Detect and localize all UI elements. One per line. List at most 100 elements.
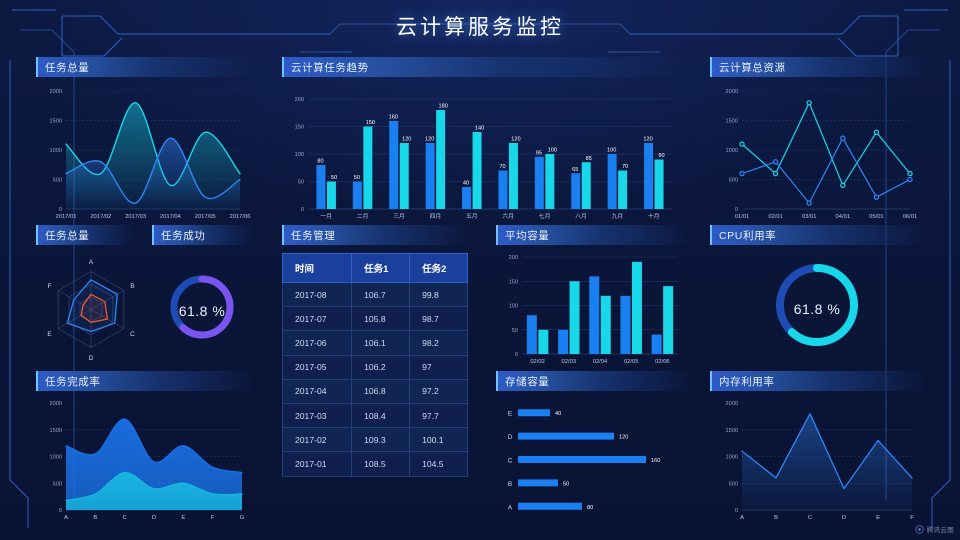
- table-cell: 106.8: [351, 378, 411, 404]
- table-cell: 105.8: [351, 306, 411, 332]
- data-point: [739, 170, 745, 177]
- table-cell: 2017-04: [281, 378, 353, 404]
- table-header-row: 时间 任务1 任务2: [281, 253, 468, 283]
- gauge-value-label: 61.8 %: [793, 301, 841, 317]
- panel-storage-capacity: 存储容量 E 40 D 120 C 160 B 50 A 80: [496, 371, 688, 526]
- chart-label: 120: [511, 137, 520, 143]
- panel-title: 云计算总资源: [719, 61, 786, 74]
- table-cell: 2017-08: [281, 281, 353, 308]
- chart-label: C: [508, 458, 513, 465]
- chart-label: 六月: [502, 212, 514, 220]
- chart-label: 500: [729, 178, 738, 184]
- data-point: [739, 141, 745, 147]
- chart-label: A: [89, 259, 94, 266]
- table-cell: 2017-03: [281, 402, 353, 429]
- panel-header: 任务成功: [152, 225, 252, 245]
- bar: [644, 143, 654, 209]
- bar: [518, 409, 550, 417]
- chart-label: 1500: [726, 428, 738, 434]
- chart-label: 120: [619, 435, 628, 441]
- chart-label: 140: [475, 126, 484, 132]
- line-series-cyan: [65, 471, 243, 502]
- data-point: [840, 182, 846, 189]
- chart-label: 02/01: [768, 214, 783, 220]
- chart-label: 120: [643, 137, 652, 143]
- page-title: 云计算服务监控: [396, 16, 564, 39]
- chart-label: 1500: [50, 428, 62, 434]
- chart-label: A: [508, 504, 513, 511]
- chart-label: 80: [317, 159, 323, 165]
- area-series-blue: [66, 138, 240, 209]
- chart-label: 八月: [575, 213, 587, 220]
- bar: [518, 479, 558, 487]
- panel-task-trend: 云计算任务趋势 0 50 100 150 200 80 50 一月 50 150 二月 160 120 三…: [282, 57, 682, 225]
- gauge-task-success: [170, 275, 234, 339]
- chart-label: 04/01: [836, 214, 851, 220]
- table-cell: 100.1: [409, 427, 468, 453]
- bar: [581, 162, 591, 209]
- chart-label: E: [508, 411, 512, 418]
- chart-label: 2017/04: [160, 214, 182, 220]
- chart-label: 2000: [726, 401, 738, 407]
- chart-label: 95: [536, 150, 542, 156]
- bar: [534, 156, 544, 209]
- chart-avg-capacity: 0 50 100 150 200 02/02 02/03 02/04 02/05 02/06: [509, 255, 678, 365]
- table-row[interactable]: 2017-08 106.7 99.8: [281, 281, 468, 308]
- chart-label: 05/01: [869, 214, 884, 220]
- chart-task-total-area: 0 500 1000 1500 2000 2017/01 2017/02 2017/03 201…: [50, 89, 251, 220]
- table-row[interactable]: 2017-02 109.3 100.1: [281, 427, 468, 453]
- chart-label: C: [130, 331, 135, 338]
- panel-body: A B C D E F: [36, 245, 135, 370]
- chart-label: F: [211, 515, 215, 521]
- chart-label: 200: [295, 97, 304, 103]
- chart-label: 0: [59, 207, 62, 213]
- chart-label: 500: [729, 481, 738, 487]
- gauge-value-arc: [776, 264, 858, 346]
- radar-axis: [90, 290, 125, 310]
- table-row[interactable]: 2017-04 106.8 97.2: [281, 378, 468, 404]
- panel-task-manage: 任务管理 时间 任务1 任务2 2017-08 106.7 99.8 2017-07 105…: [281, 225, 468, 477]
- panel-header: 平均容量: [496, 225, 688, 245]
- bar: [425, 143, 435, 209]
- table-row[interactable]: 2017-03 108.4 97.7: [281, 402, 468, 429]
- chart-label: 150: [295, 125, 304, 131]
- table-body: 2017-08 106.7 99.8 2017-07 105.8 98.7 2017-06 1…: [281, 281, 468, 477]
- panel-body: 61.8 %: [710, 245, 924, 370]
- table-row[interactable]: 2017-05 106.2 97: [281, 354, 468, 380]
- panel-task-total-radar: 任务总量 A B C D E F: [36, 225, 135, 370]
- panel-cpu-usage: CPU利用率 61.8 %: [710, 225, 924, 370]
- chart-label: 50: [354, 175, 360, 181]
- table-cell: 2017-02: [281, 427, 353, 453]
- table-cell: 109.3: [351, 427, 411, 453]
- chart-label: 十月: [648, 212, 660, 220]
- chart-label: 02/06: [655, 359, 670, 365]
- table-row[interactable]: 2017-06 106.1 98.2: [281, 330, 468, 356]
- chart-task-total-radar: A B C D E F: [47, 259, 135, 362]
- panel-memory-usage: 内存利用率 0 500 1000 1500 2000 A B C D E F: [710, 371, 924, 526]
- chart-label: 0: [59, 508, 62, 514]
- bar: [326, 181, 336, 209]
- panel-title: 任务成功: [161, 229, 206, 242]
- chart-label: B: [93, 515, 97, 521]
- chart-label: 500: [53, 178, 62, 184]
- table-row[interactable]: 2017-07 105.8 98.7: [281, 306, 468, 332]
- panel-task-success: 任务成功 61.8 %: [152, 225, 252, 370]
- table-row[interactable]: 2017-01 108.5 104.5: [281, 451, 468, 477]
- table-column-header: 任务2: [409, 253, 468, 283]
- chart-label: 50: [512, 328, 518, 334]
- chart-label: 1500: [50, 119, 62, 125]
- bar: [571, 173, 581, 209]
- bar: [589, 276, 600, 354]
- chart-label: 120: [402, 137, 411, 143]
- data-point: [907, 170, 913, 177]
- chart-label: 0: [515, 352, 518, 358]
- chart-label: 100: [607, 148, 616, 154]
- panel-header: 任务管理: [282, 225, 468, 245]
- table-cell: 97.7: [409, 402, 468, 429]
- bar: [518, 456, 646, 463]
- chart-label: 2017/01: [56, 214, 77, 220]
- panel-header: 任务完成率: [36, 371, 252, 391]
- panel-body: 0 50 100 150 200 80 50 一月 50 150 二月 160 120 三月 120 180 四…: [282, 77, 682, 225]
- chart-label: 0: [301, 207, 304, 213]
